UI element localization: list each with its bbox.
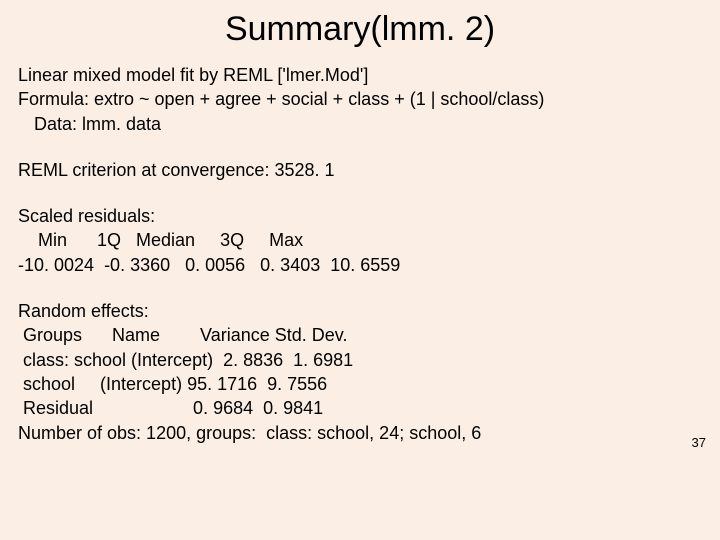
spacer [18, 277, 680, 299]
line-formula: Formula: extro ~ open + agree + social +… [18, 87, 680, 111]
slide-body: Linear mixed model fit by REML ['lmer.Mo… [0, 63, 720, 445]
slide: Summary(lmm. 2) Linear mixed model fit b… [0, 0, 720, 540]
page-number: 37 [692, 435, 706, 450]
line-model-fit: Linear mixed model fit by REML ['lmer.Mo… [18, 63, 680, 87]
line-residuals-header: Scaled residuals: [18, 204, 680, 228]
line-random-effects-cols: Groups Name Variance Std. Dev. [18, 323, 680, 347]
line-residuals-values: -10. 0024 -0. 3360 0. 0056 0. 3403 10. 6… [18, 253, 680, 277]
line-random-effects-school: school (Intercept) 95. 1716 9. 7556 [18, 372, 680, 396]
slide-title: Summary(lmm. 2) [0, 0, 720, 63]
line-data: Data: lmm. data [18, 112, 680, 136]
line-random-effects-header: Random effects: [18, 299, 680, 323]
spacer [18, 136, 680, 158]
spacer [18, 182, 680, 204]
line-random-effects-residual: Residual 0. 9684 0. 9841 [18, 396, 680, 420]
line-random-effects-classschool: class: school (Intercept) 2. 8836 1. 698… [18, 348, 680, 372]
line-reml-criterion: REML criterion at convergence: 3528. 1 [18, 158, 680, 182]
line-nobs: Number of obs: 1200, groups: class: scho… [18, 421, 680, 445]
line-residuals-labels: Min 1Q Median 3Q Max [18, 228, 680, 252]
